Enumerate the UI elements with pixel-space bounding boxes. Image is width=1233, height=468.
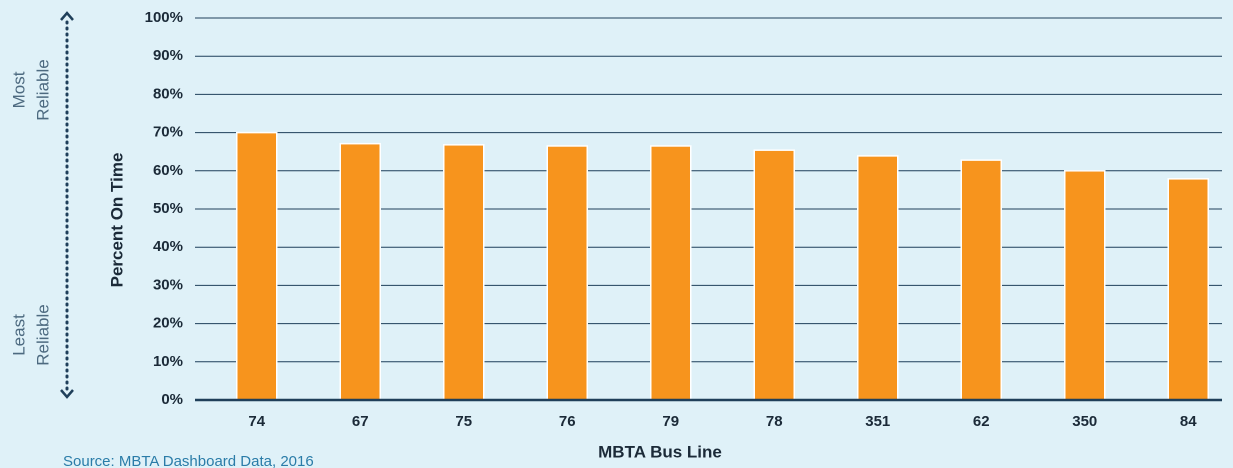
x-tick-label: 78 [766, 413, 783, 430]
y-tick-label: 70% [153, 124, 183, 141]
x-tick-label: 84 [1180, 413, 1197, 430]
bottom-label: Least [9, 314, 28, 356]
y-tick-label: 20% [153, 315, 183, 332]
bar [339, 142, 381, 401]
bar [753, 149, 795, 401]
y-tick-label: 0% [161, 391, 183, 408]
bar [650, 145, 692, 401]
y-tick-label: 40% [153, 238, 183, 255]
top-label: Most [9, 71, 28, 108]
source: Source: MBTA Dashboard Data, 2016 [63, 453, 314, 468]
bar [960, 159, 1002, 401]
x-tick-label: 74 [248, 413, 265, 430]
x-tick-label: 62 [973, 413, 990, 430]
bar [857, 155, 899, 401]
x-tick-label: 79 [662, 413, 679, 430]
bottom-label: Reliable [33, 304, 52, 365]
x-tick-label: 75 [455, 413, 472, 430]
reliability-arrow [60, 11, 74, 399]
y-tick-label: 10% [153, 353, 183, 370]
y-tick-label: 80% [153, 85, 183, 102]
bar [236, 131, 278, 401]
x-tick-label: 76 [559, 413, 576, 430]
x-tick-label: 67 [352, 413, 369, 430]
bar [443, 144, 485, 401]
y-tick-label: 90% [153, 47, 183, 64]
x-tick-label: 350 [1072, 413, 1097, 430]
x-axis-title: MBTA Bus Line [598, 442, 722, 461]
y-tick-label: 100% [145, 9, 183, 26]
bar [546, 145, 588, 401]
y-tick-label: 30% [153, 276, 183, 293]
bar [1167, 178, 1209, 401]
y-axis-title: Percent On Time [107, 153, 126, 288]
bar [1064, 170, 1106, 401]
top-label: Reliable [33, 59, 52, 120]
y-tick-label: 50% [153, 200, 183, 217]
y-tick-label: 60% [153, 162, 183, 179]
x-tick-label: 351 [865, 413, 890, 430]
